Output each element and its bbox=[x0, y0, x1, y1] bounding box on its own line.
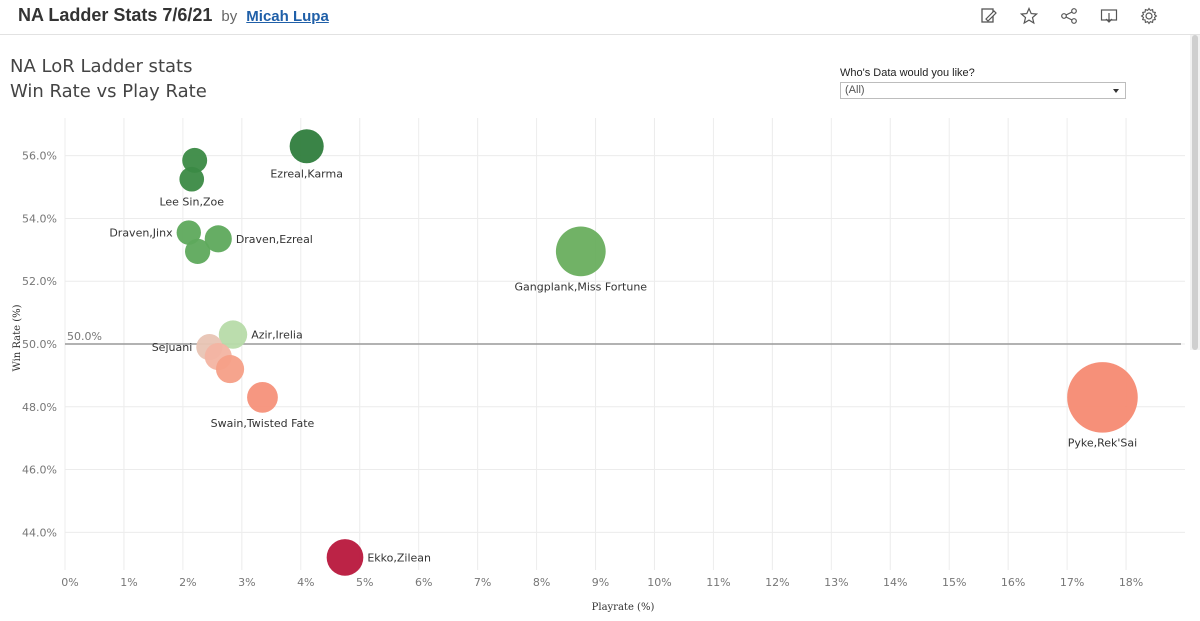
y-tick-label: 54.0% bbox=[22, 212, 57, 225]
scrollbar-thumb[interactable] bbox=[1192, 35, 1198, 350]
x-tick-label: 12% bbox=[765, 576, 789, 589]
edit-icon[interactable] bbox=[978, 5, 1000, 27]
x-tick-label: 10% bbox=[647, 576, 671, 589]
y-tick-label: 46.0% bbox=[22, 464, 57, 477]
toolbar-icons bbox=[978, 5, 1160, 27]
top-bar: NA Ladder Stats 7/6/21 by Micah Lupa bbox=[0, 0, 1200, 35]
data-point[interactable] bbox=[185, 238, 211, 265]
data-point[interactable] bbox=[289, 129, 324, 164]
x-axis-ticks: 0% 1% 2% 3% 4% 5% 6% 7% 8% 9% 10% 11% 12% 13% 14% 15% 16… bbox=[61, 576, 1143, 589]
point-label: Azir,Irelia bbox=[251, 329, 303, 342]
y-tick-label: 52.0% bbox=[22, 275, 57, 288]
data-point[interactable] bbox=[1067, 362, 1138, 433]
dashboard-title: NA Ladder Stats 7/6/21 bbox=[18, 5, 213, 25]
point-label: Draven,Ezreal bbox=[236, 233, 313, 246]
x-tick-label: 5% bbox=[356, 576, 373, 589]
point-label: Ekko,Zilean bbox=[367, 551, 431, 564]
data-point[interactable] bbox=[555, 226, 606, 277]
chevron-down-icon bbox=[1113, 89, 1119, 93]
chart-title-line-2: Win Rate vs Play Rate bbox=[10, 81, 207, 102]
data-filter-dropdown[interactable]: (All) bbox=[840, 82, 1126, 99]
share-icon[interactable] bbox=[1058, 5, 1080, 27]
reference-line-label: 50.0% bbox=[67, 330, 102, 343]
x-tick-label: 16% bbox=[1001, 576, 1025, 589]
x-tick-label: 0% bbox=[61, 576, 78, 589]
point-label: Sejuani bbox=[152, 341, 193, 354]
data-point[interactable] bbox=[204, 225, 232, 253]
point-label: Draven,Jinx bbox=[109, 227, 173, 240]
x-tick-label: 11% bbox=[706, 576, 730, 589]
x-tick-label: 7% bbox=[474, 576, 491, 589]
data-point[interactable] bbox=[182, 147, 208, 173]
reference-line: 50.0% bbox=[65, 330, 1181, 345]
data-point[interactable] bbox=[215, 355, 245, 384]
chart-title: NA LoR Ladder stats Win Rate vs Play Rat… bbox=[10, 54, 207, 104]
x-tick-label: 15% bbox=[942, 576, 966, 589]
data-point[interactable] bbox=[326, 539, 364, 576]
data-points bbox=[176, 129, 1138, 576]
point-label: Pyke,Rek'Sai bbox=[1068, 437, 1137, 450]
data-point[interactable] bbox=[247, 381, 278, 413]
x-tick-label: 2% bbox=[179, 576, 196, 589]
x-tick-label: 14% bbox=[883, 576, 907, 589]
filter-label: Who's Data would you like? bbox=[840, 67, 975, 79]
data-point[interactable] bbox=[176, 220, 201, 245]
chart-title-line-1: NA LoR Ladder stats bbox=[10, 56, 193, 77]
point-label: Ezreal,Karma bbox=[270, 167, 343, 180]
data-point[interactable] bbox=[179, 166, 205, 192]
x-axis-title: Playrate (%) bbox=[592, 602, 655, 613]
author-link[interactable]: Micah Lupa bbox=[246, 8, 329, 25]
by-text: by bbox=[221, 8, 238, 25]
settings-icon[interactable] bbox=[1138, 5, 1160, 27]
x-tick-label: 1% bbox=[120, 576, 137, 589]
y-axis-ticks: 44.0% 46.0% 48.0% 50.0% 52.0% 54.0% 56.0% bbox=[22, 150, 57, 540]
dashboard-title-line: NA Ladder Stats 7/6/21 by Micah Lupa bbox=[18, 5, 329, 26]
y-tick-label: 44.0% bbox=[22, 526, 57, 539]
x-tick-label: 17% bbox=[1060, 576, 1084, 589]
point-label: Gangplank,Miss Fortune bbox=[515, 280, 648, 293]
y-tick-label: 50.0% bbox=[22, 338, 57, 351]
x-tick-label: 13% bbox=[824, 576, 848, 589]
x-tick-label: 9% bbox=[592, 576, 609, 589]
point-label: Swain,Twisted Fate bbox=[211, 417, 315, 430]
download-icon[interactable] bbox=[1098, 5, 1120, 27]
y-axis-title: Win Rate (%) bbox=[12, 304, 23, 371]
y-tick-label: 48.0% bbox=[22, 401, 57, 414]
x-tick-label: 4% bbox=[297, 576, 314, 589]
x-tick-label: 6% bbox=[415, 576, 432, 589]
x-tick-label: 8% bbox=[533, 576, 550, 589]
point-label: Lee Sin,Zoe bbox=[159, 196, 224, 209]
vertical-scrollbar[interactable] bbox=[1190, 35, 1200, 350]
star-icon[interactable] bbox=[1018, 5, 1040, 27]
point-labels: Ezreal,Karma Lee Sin,Zoe Draven,Jinx Draven… bbox=[109, 167, 1137, 564]
x-tick-label: 3% bbox=[238, 576, 255, 589]
filter-selected-value: (All) bbox=[845, 84, 865, 96]
y-tick-label: 56.0% bbox=[22, 150, 57, 163]
x-tick-label: 18% bbox=[1119, 576, 1143, 589]
data-point[interactable] bbox=[218, 320, 248, 349]
